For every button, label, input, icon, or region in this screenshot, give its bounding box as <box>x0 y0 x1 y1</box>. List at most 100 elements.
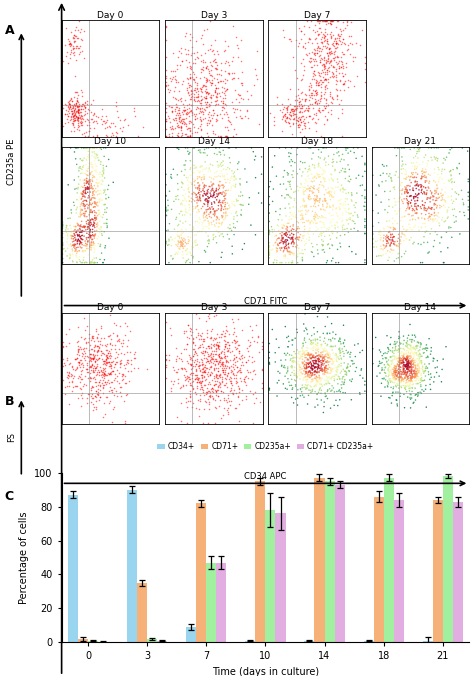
Point <box>100 380 108 391</box>
Point <box>310 355 318 366</box>
Point <box>314 359 322 370</box>
Point <box>83 120 91 130</box>
Point <box>415 362 423 373</box>
Point <box>198 359 206 370</box>
Point <box>422 164 429 174</box>
Point <box>88 381 96 391</box>
Point <box>162 360 170 370</box>
Point <box>162 205 170 216</box>
Text: FS: FS <box>8 433 16 442</box>
Point <box>78 237 85 248</box>
Point <box>377 230 384 241</box>
Point <box>199 201 207 212</box>
Point <box>391 193 398 204</box>
Point <box>203 204 211 215</box>
Point <box>194 95 202 105</box>
Point <box>324 385 331 395</box>
Point <box>69 43 77 53</box>
Point <box>420 181 428 192</box>
Point <box>200 366 207 377</box>
Point <box>227 354 234 365</box>
Point <box>77 118 85 128</box>
Point <box>90 354 97 365</box>
Point <box>382 375 390 385</box>
Point <box>319 343 326 354</box>
Point <box>294 120 301 130</box>
Point <box>215 400 223 411</box>
Point <box>396 368 403 379</box>
Point <box>187 62 195 73</box>
Point <box>342 166 349 177</box>
Point <box>384 360 392 370</box>
Point <box>329 364 337 375</box>
Point <box>395 360 403 371</box>
Point <box>311 334 319 345</box>
Point <box>90 345 98 356</box>
Point <box>268 245 275 256</box>
Point <box>387 172 395 183</box>
Point <box>258 363 265 374</box>
Point <box>168 235 176 245</box>
Point <box>79 46 86 57</box>
Point <box>83 364 91 375</box>
Point <box>306 33 313 44</box>
Point <box>394 352 402 363</box>
Point <box>236 111 244 122</box>
Point <box>227 347 234 358</box>
Point <box>231 167 238 178</box>
Point <box>64 111 72 122</box>
Point <box>213 115 221 126</box>
Point <box>211 348 219 359</box>
Point <box>297 178 305 189</box>
Point <box>204 348 212 359</box>
Point <box>315 349 323 360</box>
Point <box>197 32 205 43</box>
Point <box>254 331 262 341</box>
Point <box>162 372 170 383</box>
Point <box>94 218 101 228</box>
Point <box>241 110 249 121</box>
Point <box>326 356 334 367</box>
Point <box>447 166 454 176</box>
Point <box>265 199 273 210</box>
Point <box>337 353 345 364</box>
Point <box>177 43 185 54</box>
Point <box>196 365 203 376</box>
Point <box>335 61 343 72</box>
Point <box>301 99 308 110</box>
Point <box>338 47 346 57</box>
Point <box>69 110 77 121</box>
Point <box>83 177 91 188</box>
Point <box>95 231 102 241</box>
Point <box>396 192 404 203</box>
Point <box>85 158 92 169</box>
Point <box>265 247 273 258</box>
Point <box>285 242 292 253</box>
Point <box>233 39 241 50</box>
Point <box>60 342 67 353</box>
Point <box>84 183 91 194</box>
Point <box>223 210 231 221</box>
Point <box>307 82 315 93</box>
Point <box>396 369 403 380</box>
Point <box>272 237 280 247</box>
Bar <box>325 481 335 642</box>
Point <box>219 180 227 191</box>
Point <box>312 352 319 362</box>
Point <box>223 356 231 366</box>
Point <box>219 95 227 106</box>
Point <box>194 83 201 94</box>
Point <box>427 349 434 360</box>
Point <box>409 372 416 383</box>
Point <box>316 216 324 227</box>
Point <box>65 324 73 335</box>
Point <box>295 118 302 129</box>
Point <box>377 241 384 251</box>
Point <box>164 224 172 235</box>
Point <box>440 257 448 268</box>
Point <box>292 35 300 46</box>
Point <box>313 184 321 195</box>
Point <box>422 402 430 412</box>
Point <box>96 362 104 372</box>
Point <box>165 239 173 250</box>
